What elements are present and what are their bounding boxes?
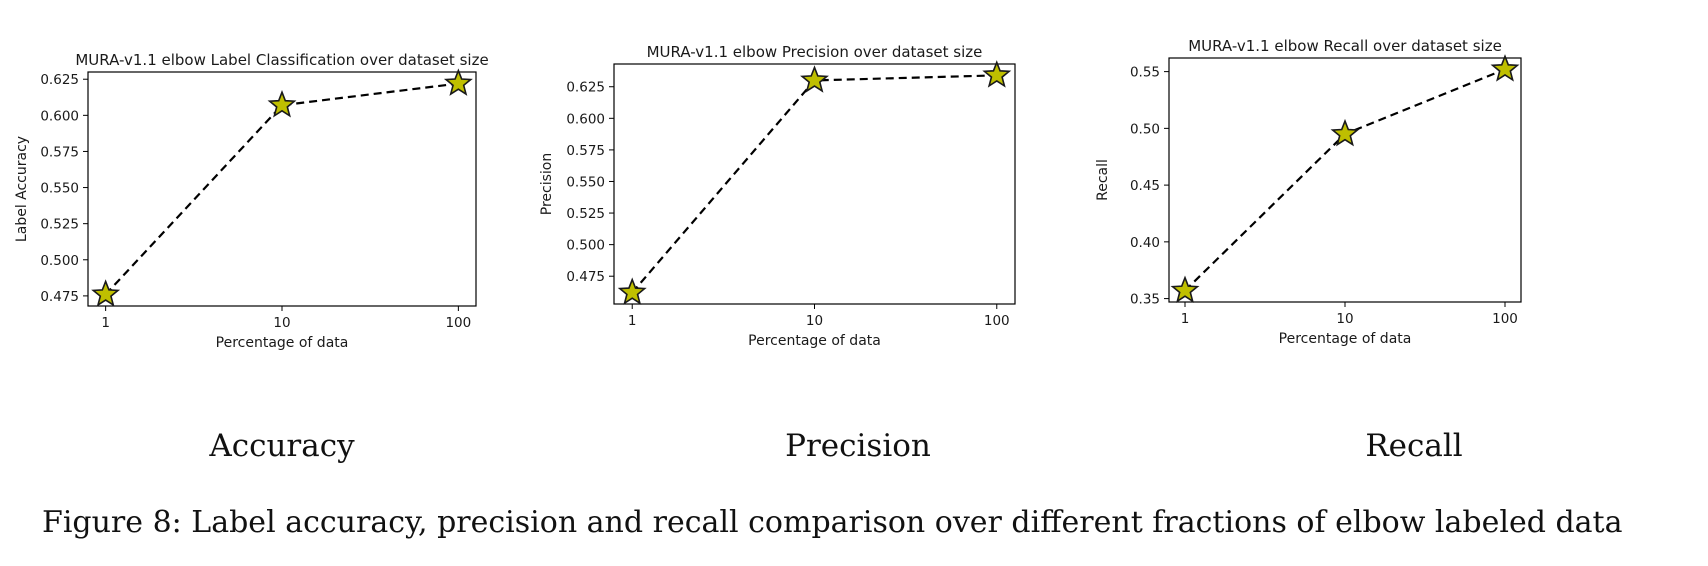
chart-panel-precision: MURA-v1.1 elbow Precision over dataset s… [539,0,1140,400]
recall-x-tick-label: 100 [1492,311,1518,327]
precision-y-tick-label: 0.525 [566,206,605,222]
accuracy-chart-title: MURA-v1.1 elbow Label Classification ove… [75,51,488,69]
precision-y-tick-label: 0.600 [566,111,605,127]
accuracy-y-tick-label: 0.600 [40,108,79,124]
precision-y-tick-label: 0.625 [566,80,605,96]
precision-star-point [617,277,647,305]
accuracy-star-point [267,90,297,118]
precision-star-point [982,60,1012,88]
precision-x-tick-label: 10 [806,313,823,329]
recall-y-tick-label: 0.55 [1130,65,1160,81]
recall-star-point [1330,118,1360,147]
accuracy-y-axis-label: Label Accuracy [14,136,30,242]
recall-y-tick-label: 0.50 [1130,121,1160,137]
chart-panel-recall: MURA-v1.1 elbow Recall over dataset size… [1095,0,1708,400]
precision-y-tick-label: 0.500 [566,238,605,254]
accuracy-x-tick-label: 1 [101,315,110,331]
accuracy-y-tick-label: 0.475 [40,289,79,305]
recall-y-tick-label: 0.35 [1130,292,1160,308]
recall-series-line [1184,68,1506,292]
accuracy-y-tick-label: 0.625 [40,72,79,88]
recall-x-tick-label: 1 [1181,311,1190,327]
accuracy-y-tick-label: 0.500 [40,253,79,269]
precision-chart: MURA-v1.1 elbow Precision over dataset s… [539,43,1016,349]
precision-x-tick-label: 100 [984,313,1010,329]
recall-chart: MURA-v1.1 elbow Recall over dataset size… [1095,37,1522,347]
precision-x-axis-label: Percentage of data [748,333,881,349]
accuracy-star-point [91,279,121,307]
recall-chart-title: MURA-v1.1 elbow Recall over dataset size [1188,37,1502,55]
subcaption-accuracy: Accuracy [209,428,355,464]
recall-x-tick-label: 10 [1336,311,1353,327]
precision-star-point [800,65,829,93]
accuracy-y-tick-label: 0.550 [40,181,79,197]
precision-y-tick-label: 0.550 [566,174,605,190]
accuracy-series-line [104,82,459,296]
accuracy-star-point [443,68,473,96]
recall-plot-frame [1168,57,1522,303]
accuracy-x-tick-label: 100 [445,315,471,331]
subcaption-recall: Recall [1365,428,1463,464]
recall-y-tick-label: 0.40 [1130,235,1160,251]
recall-y-tick-label: 0.45 [1130,178,1160,194]
recall-y-axis-label: Recall [1095,159,1111,201]
recall-x-axis-label: Percentage of data [1279,331,1412,347]
chart-panel-accuracy: MURA-v1.1 elbow Label Classification ove… [0,0,560,400]
accuracy-x-tick-label: 10 [273,315,290,331]
accuracy-x-axis-label: Percentage of data [216,335,349,351]
precision-y-axis-label: Precision [539,153,555,215]
precision-y-tick-label: 0.575 [566,143,605,159]
recall-star-point [1490,54,1520,82]
precision-plot-frame [613,63,1016,305]
precision-chart-title: MURA-v1.1 elbow Precision over dataset s… [647,43,983,61]
precision-x-tick-label: 1 [628,313,637,329]
precision-y-tick-label: 0.475 [566,269,605,285]
precision-series-line [631,74,997,294]
recall-star-point [1170,275,1200,303]
figure-caption: Figure 8: Label accuracy, precision and … [42,505,1623,540]
subcaption-precision: Precision [785,428,931,464]
accuracy-y-tick-label: 0.575 [40,144,79,160]
accuracy-y-tick-label: 0.525 [40,217,79,233]
accuracy-chart: MURA-v1.1 elbow Label Classification ove… [14,51,489,351]
